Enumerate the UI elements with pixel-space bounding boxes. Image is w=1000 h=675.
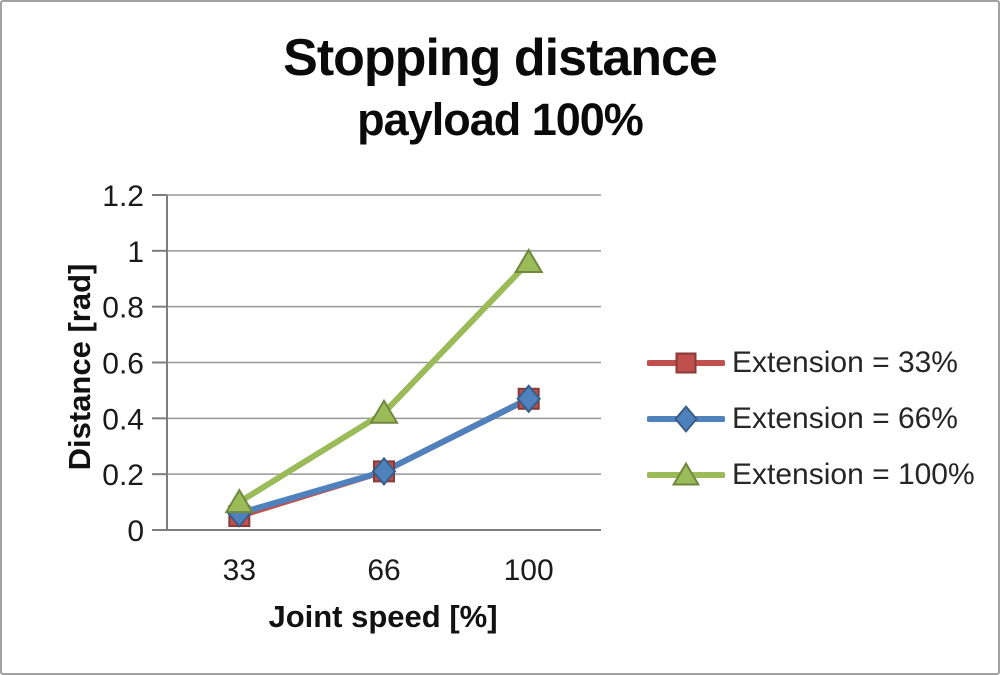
- legend-marker-shape: [671, 461, 701, 486]
- chart-subtitle: payload 100%: [357, 94, 644, 145]
- series-marker-2-66: [369, 398, 399, 424]
- y-tick-label-1.2: 1.2: [102, 180, 144, 213]
- legend-marker-diamond-icon: [647, 405, 725, 433]
- legend-label: Extension = 33%: [732, 346, 958, 379]
- y-tick-label-0.8: 0.8: [102, 292, 144, 325]
- y-axis-title: Distance [rad]: [62, 263, 97, 471]
- legend-label: Extension = 66%: [732, 402, 958, 435]
- y-tick-label-0.6: 0.6: [102, 348, 144, 381]
- series-marker-1-66: [371, 456, 397, 486]
- legend-marker-triangle-icon: [647, 461, 725, 486]
- series-marker-2-33: [224, 488, 255, 514]
- legend-marker-shape: [675, 352, 697, 374]
- x-tick-label-100: 100: [504, 554, 554, 587]
- legend-label: Extension = 100%: [732, 458, 975, 491]
- series-marker-2-100: [513, 248, 544, 273]
- chart-title: Stopping distance: [283, 29, 718, 87]
- legend-item-extension-100: Extension = 100%: [647, 458, 975, 492]
- legend-item-extension-66: Extension = 66%: [647, 402, 958, 436]
- series-marker-1-100: [516, 384, 541, 414]
- y-tick-label-1: 1: [127, 236, 144, 269]
- legend-marker-shape: [674, 405, 698, 433]
- x-tick-label-66: 66: [367, 554, 400, 587]
- y-tick-label-0: 0: [127, 515, 144, 548]
- legend-marker-square-icon: [647, 352, 725, 374]
- x-axis-title: Joint speed [%]: [268, 599, 498, 634]
- y-tick-label-0.2: 0.2: [102, 459, 144, 492]
- x-tick-label-33: 33: [223, 554, 256, 587]
- y-tick-label-0.4: 0.4: [102, 403, 144, 436]
- legend-item-extension-33: Extension = 33%: [647, 346, 958, 380]
